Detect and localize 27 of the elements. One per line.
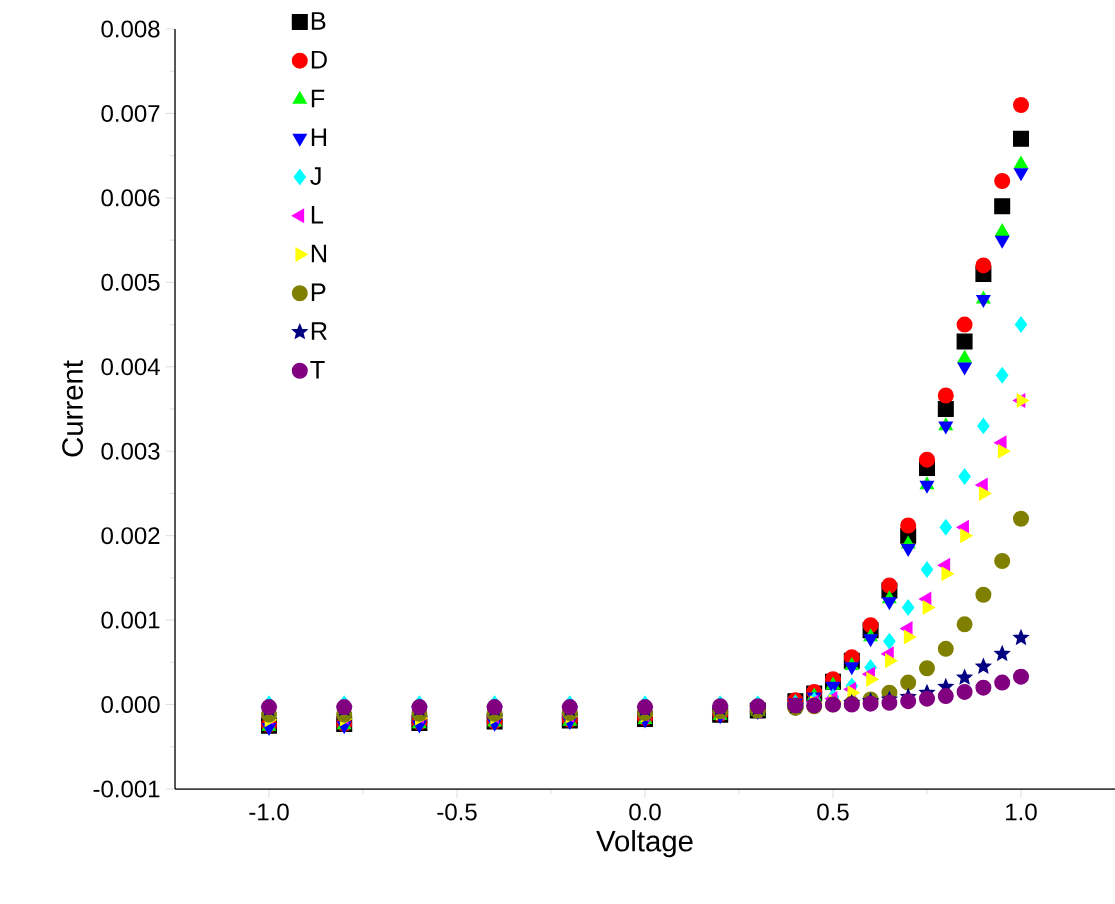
legend-label: F (311, 89, 325, 108)
legend-label: L (311, 206, 324, 224)
x-tick-label: 0.5 (817, 803, 849, 821)
y-tick-label: 0.003 (101, 442, 160, 460)
x-tick-label: -0.5 (437, 803, 477, 821)
x-tick-label: 1.0 (1006, 803, 1037, 821)
x-tick-label: -1.0 (249, 803, 289, 821)
y-tick-label: 0.008 (101, 20, 160, 38)
legend-label: J (310, 167, 321, 185)
legend-label: N (311, 244, 327, 263)
legend-label: D (311, 50, 327, 69)
y-tick-label: 0.005 (101, 273, 160, 291)
legend-label: H (311, 128, 327, 146)
legend-label: T (310, 361, 325, 379)
y-tick-label: 0.000 (101, 696, 160, 714)
x-tick-label: 0.0 (629, 803, 661, 821)
legend-label: B (311, 12, 326, 30)
y-tick-label: 0.007 (101, 104, 160, 122)
legend-label: P (311, 283, 326, 301)
y-tick-label: 0.004 (101, 358, 160, 376)
y-tick-label: 0.002 (101, 527, 160, 545)
y-tick-label: 0.006 (101, 189, 160, 207)
y-tick-label: 0.001 (101, 611, 160, 629)
y-axis-title: Current (62, 360, 83, 457)
x-axis-title: Voltage (596, 829, 693, 858)
legend-label: R (311, 322, 327, 340)
y-tick-label: -0.001 (93, 780, 160, 798)
